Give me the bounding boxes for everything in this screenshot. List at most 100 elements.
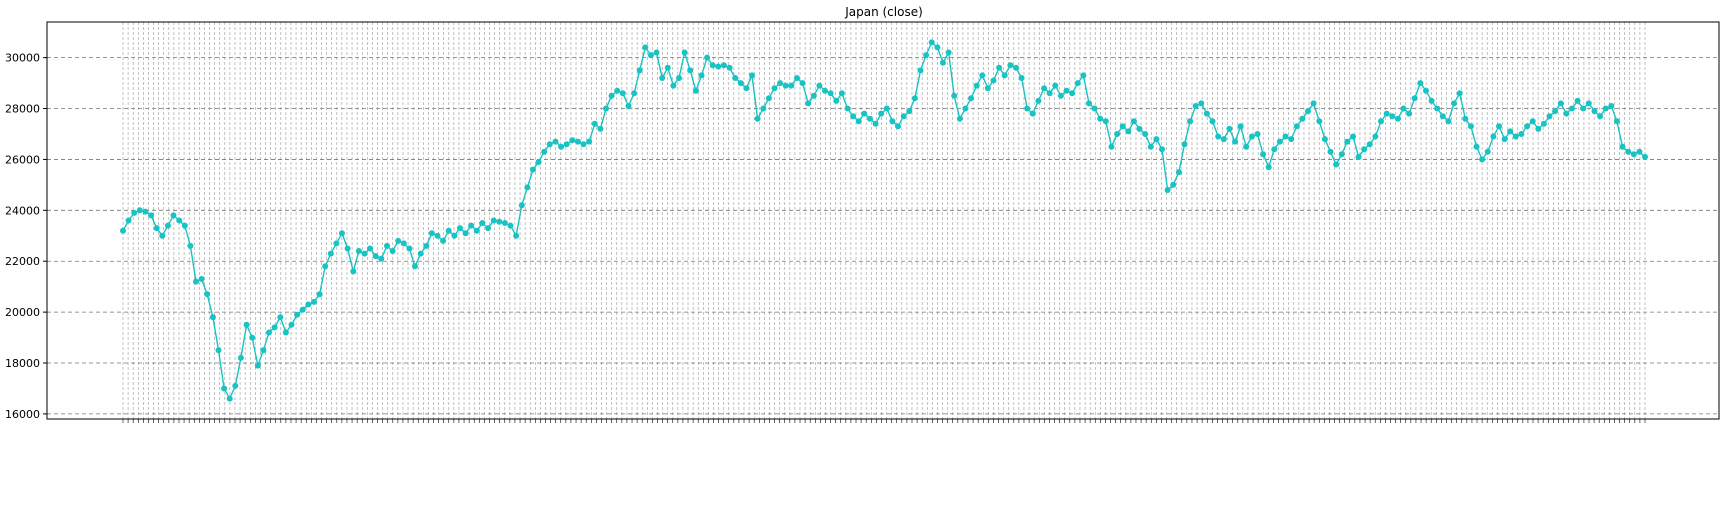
data-point [322, 263, 329, 270]
data-point [1282, 133, 1289, 140]
data-point [440, 237, 447, 244]
data-point [1462, 115, 1469, 122]
data-point [597, 125, 604, 132]
data-point [1164, 187, 1171, 193]
data-point [1563, 110, 1570, 117]
data-point [288, 321, 295, 328]
data-point [1394, 115, 1401, 122]
data-point [473, 227, 480, 234]
data-point [805, 100, 812, 107]
data-point [698, 72, 705, 79]
data-point [928, 39, 935, 46]
data-point [277, 314, 284, 321]
data-point [1293, 123, 1300, 130]
data-point [1524, 123, 1531, 130]
data-point [580, 141, 587, 148]
data-point [316, 291, 323, 298]
data-point [1546, 113, 1553, 120]
y-tick-label: 24000 [5, 204, 40, 217]
data-point [1613, 118, 1620, 125]
data-point [237, 354, 244, 361]
data-point [895, 123, 901, 130]
data-point [271, 324, 278, 331]
data-point [501, 220, 508, 226]
data-point [507, 222, 514, 229]
data-point [1114, 131, 1121, 137]
data-point [900, 113, 907, 120]
data-point [1540, 120, 1547, 127]
data-point [574, 138, 581, 145]
data-point [294, 311, 301, 318]
data-point [445, 227, 452, 234]
data-point [1366, 141, 1373, 148]
data-point [148, 212, 155, 219]
data-point [636, 67, 643, 74]
data-point [1439, 113, 1446, 120]
data-point [782, 82, 789, 89]
data-point [1321, 136, 1328, 143]
data-point [1013, 64, 1019, 71]
data-point [973, 82, 980, 89]
data-point [1159, 146, 1165, 153]
data-point [232, 382, 239, 389]
data-point [647, 52, 654, 59]
data-point [625, 103, 632, 109]
data-point [1619, 143, 1626, 150]
data-point [1591, 108, 1598, 115]
data-point [1608, 103, 1615, 109]
data-point [254, 362, 261, 369]
data-point [1557, 100, 1564, 107]
data-point [344, 245, 351, 252]
data-point [400, 240, 407, 247]
data-point [423, 242, 430, 249]
data-point [1243, 143, 1250, 150]
data-point [945, 49, 952, 56]
data-point [1007, 62, 1014, 69]
data-point [793, 75, 800, 81]
data-point [1372, 133, 1379, 140]
data-point [1428, 97, 1435, 104]
data-point [1130, 118, 1137, 125]
data-point [867, 115, 873, 122]
data-point [962, 105, 969, 112]
data-point [1501, 136, 1508, 143]
data-point [1153, 136, 1160, 143]
data-point [1288, 136, 1295, 143]
data-point [524, 184, 531, 191]
data-point [1299, 115, 1306, 122]
data-point [1400, 105, 1407, 112]
data-point [181, 222, 188, 229]
data-point [170, 212, 177, 219]
data-point [760, 105, 767, 112]
data-point [451, 232, 458, 239]
data-point [1136, 125, 1143, 132]
data-point [1529, 118, 1536, 125]
data-point [743, 85, 750, 92]
data-point [434, 232, 441, 239]
data-point [417, 250, 424, 257]
data-point [412, 263, 418, 270]
data-point [1484, 148, 1491, 155]
data-point [1636, 148, 1643, 155]
y-tick-label: 26000 [5, 153, 40, 166]
data-point [990, 77, 997, 84]
data-point [653, 49, 660, 56]
data-point [1069, 90, 1076, 97]
data-point [1187, 118, 1194, 125]
data-point [1630, 151, 1637, 158]
data-point [1479, 156, 1486, 163]
data-point [956, 115, 963, 122]
data-point [771, 85, 778, 92]
data-point [1181, 141, 1188, 148]
data-point [889, 118, 896, 125]
data-point [754, 115, 761, 122]
data-point [125, 217, 132, 224]
data-point [1170, 181, 1177, 188]
data-point [1456, 90, 1463, 97]
data-point [676, 75, 682, 81]
data-point [1642, 153, 1648, 160]
data-point [586, 138, 593, 145]
data-point [1192, 103, 1199, 109]
data-point [704, 54, 711, 61]
data-point [333, 240, 340, 247]
